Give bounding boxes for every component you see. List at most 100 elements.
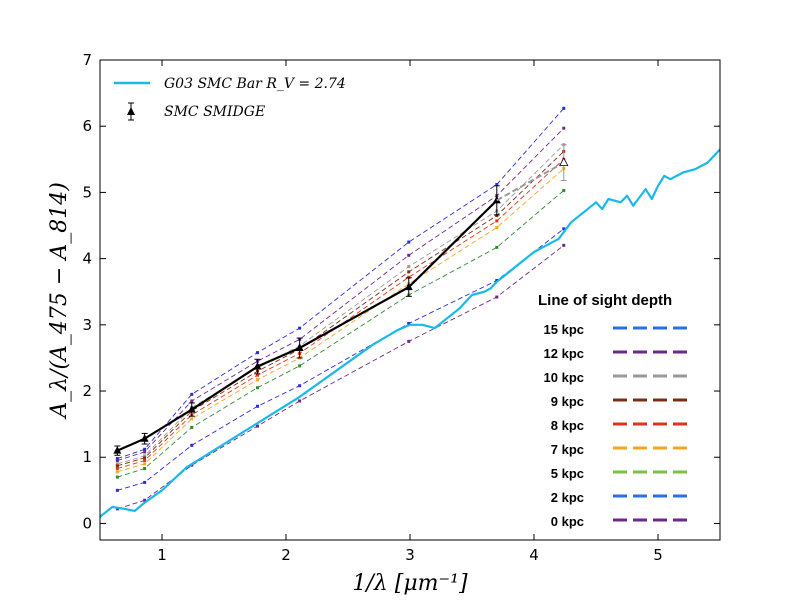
model-line-5: [117, 168, 565, 473]
y-tick-label-6: 6: [82, 117, 92, 135]
model-line-3: [117, 151, 565, 467]
model-point-2-1: [143, 454, 147, 458]
model-point-8-1: [143, 498, 147, 502]
model-point-5-2: [190, 417, 194, 421]
model-point-6-6: [495, 245, 499, 249]
model-point-7-0: [115, 488, 119, 492]
model-point-5-0: [115, 470, 119, 474]
y-axis-label: A_λ/(A_475 − A_814): [47, 182, 72, 420]
model-line-6: [117, 190, 565, 478]
legend-g03-label: G03 SMC Bar R_V = 2.74: [164, 76, 346, 92]
depth-legend-title: Line of sight depth: [538, 292, 672, 309]
model-point-2-0: [115, 462, 119, 466]
model-point-3-1: [143, 456, 147, 460]
y-tick-label-7: 7: [82, 51, 92, 69]
model-point-8-0: [115, 507, 119, 511]
model-point-0-1: [143, 447, 147, 451]
model-line-0: [117, 108, 565, 460]
depth-legend-label-5: 7 kpc: [551, 442, 584, 457]
y-tick-label-5: 5: [82, 183, 92, 201]
model-point-7-4: [298, 384, 302, 388]
model-point-4-0: [115, 466, 119, 470]
model-point-8-5: [407, 339, 411, 343]
depth-legend-label-0: 15 kpc: [544, 322, 584, 337]
depth-legend-label-2: 10 kpc: [544, 370, 584, 385]
y-tick-label-0: 0: [82, 514, 92, 532]
model-point-3-6: [495, 214, 499, 218]
model-point-5-1: [143, 462, 147, 466]
x-tick-label-4: 5: [653, 546, 663, 564]
x-tick-label-0: 1: [157, 546, 167, 564]
smidge-extra-point: [559, 157, 569, 167]
depth-legend-label-3: 9 kpc: [551, 394, 584, 409]
x-axis-label: 1/λ [μm⁻¹]: [352, 571, 468, 596]
smidge-point-5: [404, 282, 413, 291]
model-point-6-3: [255, 386, 259, 390]
model-point-3-0: [115, 464, 119, 468]
model-point-0-4: [298, 326, 302, 330]
depth-legend-label-7: 2 kpc: [551, 490, 584, 505]
smidge-point-3: [253, 362, 262, 370]
model-point-8-4: [298, 399, 302, 403]
model-point-1-0: [115, 459, 119, 463]
smidge-extension: [496, 161, 565, 202]
model-point-6-1: [143, 466, 147, 470]
x-tick-label-3: 4: [529, 546, 539, 564]
smidge-point-2: [187, 405, 196, 413]
model-point-4-6: [495, 219, 499, 223]
smidge-point-4: [295, 343, 304, 351]
model-point-0-7: [562, 106, 566, 110]
model-point-6-4: [298, 364, 302, 368]
model-line-8: [117, 245, 565, 510]
model-point-0-5: [407, 240, 411, 244]
model-point-1-1: [143, 450, 147, 454]
model-point-7-7: [562, 227, 566, 231]
smidge-point-1: [140, 434, 149, 442]
model-point-4-3: [255, 373, 259, 377]
y-tick-label-2: 2: [82, 382, 92, 400]
depth-legend-label-8: 0 kpc: [551, 514, 584, 529]
model-point-2-5: [407, 265, 411, 269]
model-point-6-0: [115, 475, 119, 479]
model-point-3-5: [407, 270, 411, 274]
plot-layer: [100, 106, 720, 518]
legend-smidge-swatch: [127, 102, 135, 121]
y-tick-label-1: 1: [82, 448, 92, 466]
model-point-4-1: [143, 459, 147, 463]
model-point-8-7: [562, 243, 566, 247]
model-point-0-0: [115, 457, 119, 461]
model-line-7: [117, 228, 565, 491]
depth-legend-label-1: 12 kpc: [544, 346, 584, 361]
smidge-point-0: [113, 446, 122, 454]
model-point-1-5: [407, 253, 411, 257]
model-point-5-6: [495, 226, 499, 230]
model-point-6-2: [190, 425, 194, 429]
g03-curve: [100, 148, 720, 518]
depth-legend-label-4: 8 kpc: [551, 418, 584, 433]
model-point-6-7: [562, 188, 566, 192]
model-point-0-2: [190, 392, 194, 396]
model-point-8-3: [255, 424, 259, 428]
depth-legend: 15 kpc 12 kpc 10 kpc 9 kpc 8 kpc 7 kpc 5 kpc 2 …: [544, 322, 693, 529]
model-point-7-1: [143, 480, 147, 484]
model-point-7-2: [190, 443, 194, 447]
y-tick-label-4: 4: [82, 250, 92, 268]
model-point-1-7: [562, 126, 566, 130]
model-point-7-5: [407, 322, 411, 326]
ticks-layer: 1 2 3 4 5 0 1 2 3 4 5 6 7: [82, 51, 720, 564]
model-line-4: [117, 158, 565, 469]
model-point-4-5: [407, 275, 411, 279]
model-point-0-6: [495, 182, 499, 186]
model-point-1-2: [190, 399, 194, 403]
model-point-8-6: [495, 295, 499, 299]
model-point-7-3: [255, 404, 259, 408]
x-tick-label-2: 3: [405, 546, 415, 564]
depth-legend-label-6: 5 kpc: [551, 466, 584, 481]
model-point-5-3: [255, 378, 259, 382]
x-tick-label-1: 2: [281, 546, 291, 564]
y-tick-label-3: 3: [82, 316, 92, 334]
model-line-1: [117, 127, 565, 462]
legend-smidge-label: SMC SMIDGE: [164, 104, 265, 120]
model-point-0-3: [255, 351, 259, 355]
